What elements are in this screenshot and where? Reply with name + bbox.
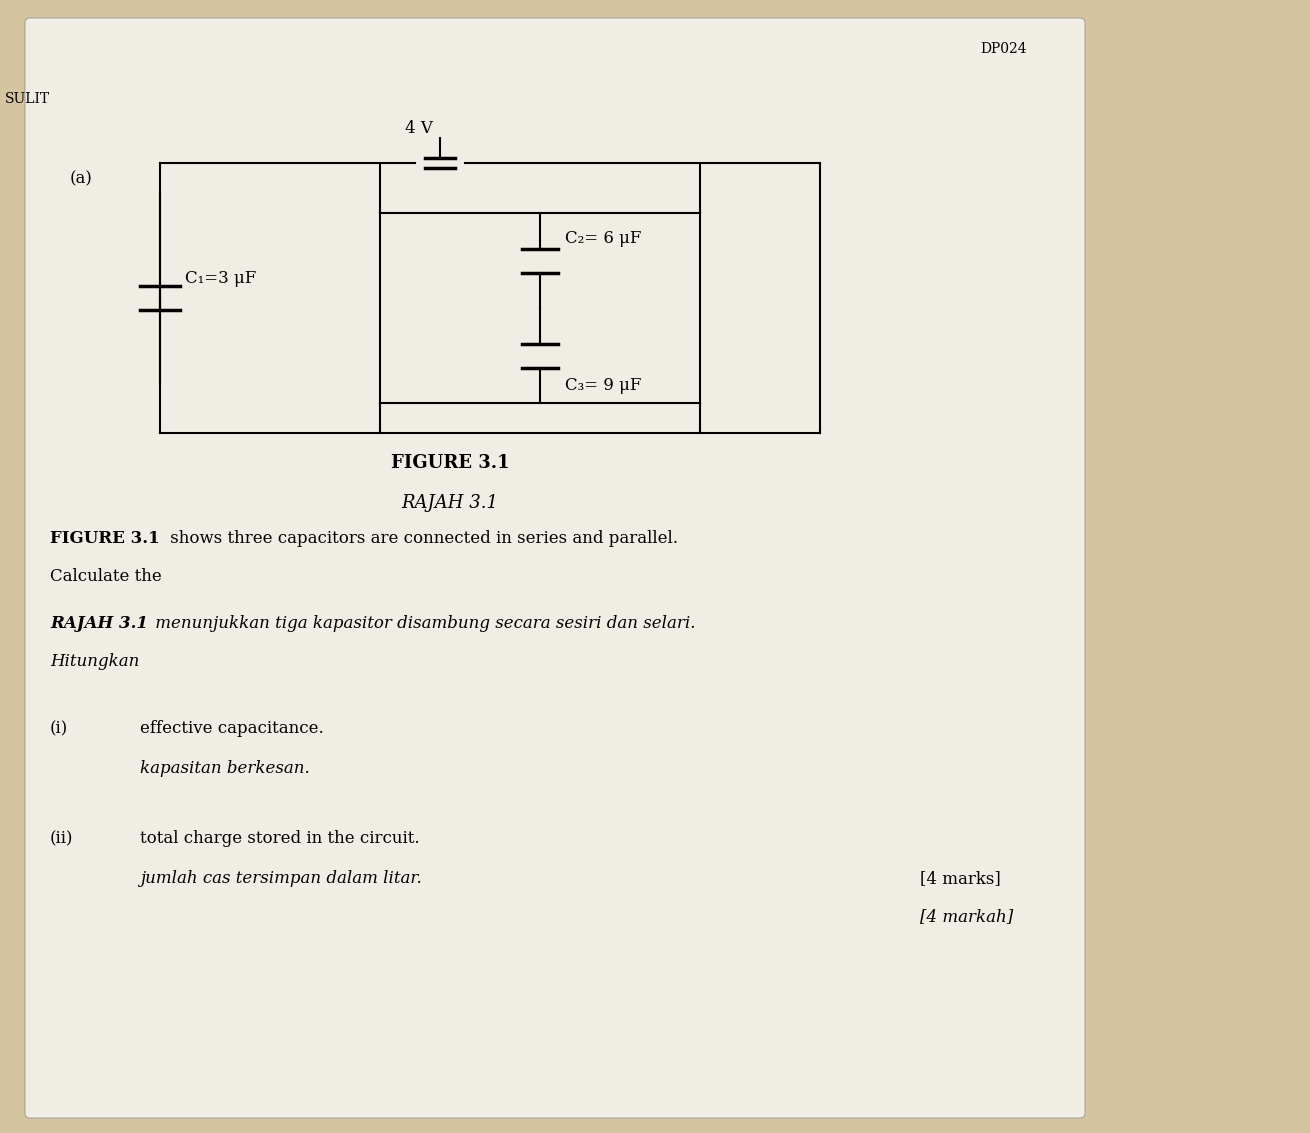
FancyBboxPatch shape [25, 18, 1085, 1118]
Text: (i): (i) [50, 719, 68, 736]
Text: FIGURE 3.1: FIGURE 3.1 [390, 454, 510, 472]
Text: menunjukkan tiga kapasitor disambung secara sesiri dan selari.: menunjukkan tiga kapasitor disambung sec… [151, 615, 696, 632]
Text: (a): (a) [69, 170, 93, 187]
Text: 4 V: 4 V [405, 120, 432, 137]
Text: Calculate the: Calculate the [50, 568, 161, 585]
Text: shows three capacitors are connected in series and parallel.: shows three capacitors are connected in … [165, 530, 679, 547]
Text: [4 markah]: [4 markah] [920, 908, 1013, 925]
Text: [4 marks]: [4 marks] [920, 870, 1001, 887]
Text: RAJAH 3.1: RAJAH 3.1 [50, 615, 148, 632]
Text: Hitungkan: Hitungkan [50, 653, 139, 670]
Text: (ii): (ii) [50, 830, 73, 847]
Text: FIGURE 3.1: FIGURE 3.1 [50, 530, 160, 547]
Text: C₃= 9 μF: C₃= 9 μF [565, 377, 642, 394]
Text: effective capacitance.: effective capacitance. [140, 719, 324, 736]
Text: C₁=3 μF: C₁=3 μF [185, 270, 257, 287]
Text: jumlah cas tersimpan dalam litar.: jumlah cas tersimpan dalam litar. [140, 870, 422, 887]
Text: SULIT: SULIT [5, 92, 50, 107]
Text: kapasitan berkesan.: kapasitan berkesan. [140, 760, 309, 777]
Text: DP024: DP024 [980, 42, 1027, 56]
Text: RAJAH 3.1: RAJAH 3.1 [401, 494, 499, 512]
Text: total charge stored in the circuit.: total charge stored in the circuit. [140, 830, 419, 847]
Text: C₂= 6 μF: C₂= 6 μF [565, 230, 642, 247]
